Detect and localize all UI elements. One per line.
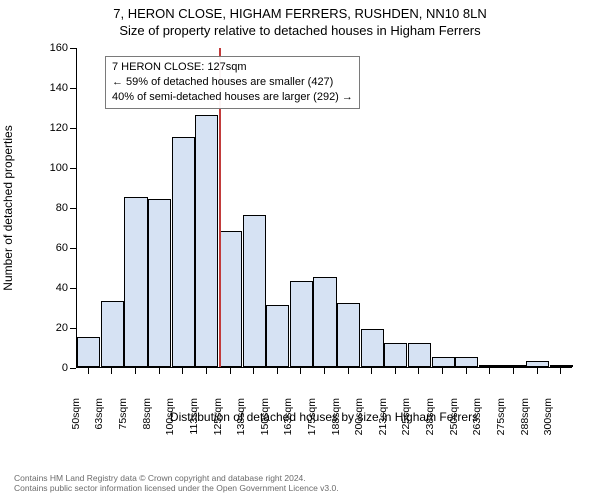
y-tick-label: 100	[44, 162, 68, 174]
x-tick	[206, 368, 207, 374]
credits: Contains HM Land Registry data © Crown c…	[14, 473, 339, 494]
histogram-bar	[550, 365, 573, 367]
histogram-bar	[266, 305, 289, 367]
annotation-line-2: ← 59% of detached houses are smaller (42…	[112, 75, 353, 90]
x-tick	[182, 368, 183, 374]
x-tick	[300, 368, 301, 374]
x-tick	[560, 368, 561, 374]
histogram-bar	[455, 357, 478, 367]
histogram-bar	[408, 343, 431, 367]
histogram-bar	[526, 361, 549, 367]
histogram-bar	[361, 329, 384, 367]
y-tick-label: 140	[44, 82, 68, 94]
y-tick	[70, 328, 76, 329]
histogram-bar	[101, 301, 124, 367]
y-axis-label: Number of detached properties	[1, 125, 15, 290]
y-tick	[70, 48, 76, 49]
chart-container: Number of detached properties 7 HERON CL…	[52, 48, 572, 408]
x-tick	[371, 368, 372, 374]
credits-line-1: Contains HM Land Registry data © Crown c…	[14, 473, 339, 484]
histogram-bar	[432, 357, 455, 367]
histogram-bar	[384, 343, 407, 367]
y-tick-label: 80	[44, 202, 68, 214]
x-tick	[466, 368, 467, 374]
y-tick-label: 60	[44, 242, 68, 254]
annotation-line-1: 7 HERON CLOSE: 127sqm	[112, 60, 353, 75]
x-tick	[418, 368, 419, 374]
y-tick-label: 160	[44, 42, 68, 54]
x-tick	[537, 368, 538, 374]
histogram-bar	[77, 337, 100, 367]
x-tick	[348, 368, 349, 374]
histogram-bar	[502, 365, 525, 367]
histogram-bar	[124, 197, 147, 367]
x-tick	[513, 368, 514, 374]
x-tick	[489, 368, 490, 374]
x-tick	[111, 368, 112, 374]
y-tick	[70, 168, 76, 169]
x-tick	[135, 368, 136, 374]
x-tick	[395, 368, 396, 374]
histogram-bar	[290, 281, 313, 367]
annotation-line-3: 40% of semi-detached houses are larger (…	[112, 90, 353, 105]
y-tick-label: 20	[44, 322, 68, 334]
histogram-bar	[337, 303, 360, 367]
x-tick	[324, 368, 325, 374]
histogram-bar	[313, 277, 336, 367]
x-tick	[442, 368, 443, 374]
histogram-bar	[195, 115, 218, 367]
y-tick-label: 40	[44, 282, 68, 294]
y-tick	[70, 288, 76, 289]
plot-area: 7 HERON CLOSE: 127sqm ← 59% of detached …	[76, 48, 572, 368]
histogram-bar	[219, 231, 242, 367]
histogram-bar	[148, 199, 171, 367]
annotation-box: 7 HERON CLOSE: 127sqm ← 59% of detached …	[105, 56, 360, 109]
y-tick	[70, 248, 76, 249]
histogram-bar	[172, 137, 195, 367]
y-tick	[70, 128, 76, 129]
y-tick-label: 120	[44, 122, 68, 134]
x-tick	[230, 368, 231, 374]
x-tick	[159, 368, 160, 374]
histogram-bar	[243, 215, 266, 367]
y-tick	[70, 88, 76, 89]
y-tick	[70, 208, 76, 209]
title-line-1: 7, HERON CLOSE, HIGHAM FERRERS, RUSHDEN,…	[0, 0, 600, 21]
credits-line-2: Contains public sector information licen…	[14, 483, 339, 494]
x-tick	[253, 368, 254, 374]
y-tick	[70, 368, 76, 369]
x-axis-label: Distribution of detached houses by size …	[76, 410, 572, 428]
title-line-2: Size of property relative to detached ho…	[0, 21, 600, 38]
x-tick	[277, 368, 278, 374]
histogram-bar	[479, 365, 502, 367]
y-tick-label: 0	[44, 362, 68, 374]
x-tick	[88, 368, 89, 374]
